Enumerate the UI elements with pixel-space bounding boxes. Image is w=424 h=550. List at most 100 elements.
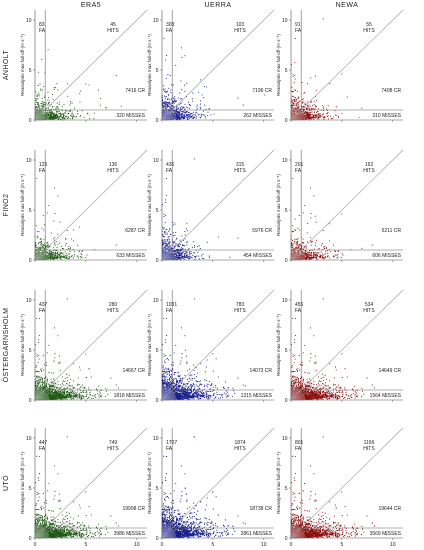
scatter-point bbox=[317, 108, 319, 110]
scatter-point bbox=[47, 107, 49, 109]
scatter-point bbox=[36, 101, 38, 103]
scatter-point bbox=[60, 114, 62, 116]
scatter-point bbox=[198, 91, 200, 93]
scatter-points bbox=[161, 158, 239, 261]
y-axis-label: Reanalysis max fall-off (m s⁻¹) bbox=[20, 174, 25, 236]
scatter-point bbox=[194, 256, 196, 258]
scatter-point bbox=[184, 253, 186, 256]
scatter-point bbox=[45, 115, 47, 117]
scatter-point bbox=[48, 256, 50, 258]
scatter-point bbox=[295, 99, 297, 101]
scatter-point bbox=[41, 255, 43, 257]
scatter-point bbox=[57, 116, 59, 119]
scatter-point bbox=[162, 226, 164, 228]
cr-count: 7416 CR bbox=[125, 88, 145, 94]
scatter-point bbox=[35, 114, 37, 116]
scatter-point bbox=[71, 111, 73, 113]
scatter-point bbox=[162, 233, 164, 235]
y-tick-label: 0 bbox=[156, 118, 159, 124]
scatter-point bbox=[63, 256, 65, 258]
scatter-point bbox=[314, 75, 316, 77]
scatter-point bbox=[167, 74, 169, 76]
y-tick-label: 10 bbox=[153, 18, 159, 24]
cr-count: 5976 CR bbox=[252, 228, 272, 234]
scatter-point bbox=[184, 238, 186, 240]
scatter-point bbox=[57, 111, 59, 113]
scatter-point bbox=[46, 245, 48, 247]
scatter-point bbox=[79, 93, 81, 95]
scatter-point bbox=[39, 252, 41, 255]
scatter-point bbox=[165, 248, 167, 250]
scatter-point bbox=[65, 110, 67, 112]
scatter-point bbox=[186, 222, 188, 224]
y-tick-label: 10 bbox=[26, 158, 32, 164]
y-tick-label: 0 bbox=[156, 258, 159, 264]
scatter-point bbox=[57, 89, 59, 91]
scatter-point bbox=[164, 96, 167, 98]
scatter-point bbox=[173, 101, 175, 104]
scatter-point bbox=[46, 250, 48, 253]
scatter-point bbox=[70, 113, 72, 115]
scatter-point bbox=[65, 243, 67, 245]
scatter-point bbox=[309, 110, 311, 112]
scatter-point bbox=[188, 251, 190, 253]
scatter-point bbox=[163, 241, 165, 244]
scatter-point bbox=[291, 95, 294, 97]
scatter-point bbox=[79, 114, 82, 117]
scatter-point bbox=[165, 242, 167, 244]
scatter-point bbox=[168, 242, 170, 244]
scatter-point bbox=[53, 89, 55, 91]
scatter-point bbox=[40, 117, 42, 119]
scatter-point bbox=[72, 118, 74, 120]
scatter-point bbox=[51, 112, 53, 114]
scatter-point bbox=[294, 238, 296, 240]
scatter-point bbox=[167, 106, 169, 108]
scatter-point bbox=[186, 241, 188, 243]
scatter-point bbox=[205, 108, 207, 110]
scatter-point bbox=[55, 250, 57, 252]
scatter-point bbox=[42, 110, 44, 112]
scatter-point bbox=[297, 110, 299, 112]
scatter-point bbox=[45, 254, 47, 256]
scatter-point bbox=[46, 118, 49, 120]
scatter-point bbox=[162, 253, 164, 255]
scatter-point bbox=[315, 99, 318, 101]
scatter-point bbox=[63, 254, 65, 256]
scatter-point bbox=[168, 110, 170, 112]
scatter-point bbox=[38, 231, 40, 233]
scatter-point bbox=[84, 256, 86, 258]
scatter-point bbox=[180, 253, 182, 255]
scatter-point bbox=[162, 228, 164, 230]
scatter-point bbox=[54, 115, 56, 117]
scatter-point bbox=[307, 104, 309, 106]
scatter-point bbox=[163, 95, 165, 97]
scatter-point bbox=[45, 102, 47, 104]
diagonal-line bbox=[161, 9, 275, 121]
scatter-point bbox=[327, 116, 329, 118]
scatter-point bbox=[329, 115, 331, 117]
scatter-point bbox=[332, 118, 334, 120]
scatter-point bbox=[337, 116, 339, 119]
scatter-point bbox=[167, 117, 169, 119]
scatter-point bbox=[41, 108, 43, 110]
scatter-point bbox=[164, 253, 166, 255]
scatter-point bbox=[81, 250, 83, 252]
cr-count: 6287 CR bbox=[125, 228, 145, 234]
scatter-point bbox=[188, 103, 190, 105]
scatter-point bbox=[315, 90, 317, 92]
scatter-point bbox=[166, 98, 169, 100]
scatter-point bbox=[42, 253, 44, 255]
scatter-point bbox=[163, 213, 165, 215]
row-label: FINO2 bbox=[3, 194, 10, 217]
scatter-point bbox=[172, 114, 174, 116]
scatter-point bbox=[306, 101, 308, 103]
scatter-point bbox=[170, 115, 172, 117]
scatter-point bbox=[297, 103, 299, 105]
scatter-point bbox=[49, 251, 51, 253]
scatter-point bbox=[60, 116, 62, 118]
scatter-point bbox=[206, 241, 208, 243]
scatter-point bbox=[293, 112, 295, 114]
scatter-point bbox=[88, 118, 90, 120]
scatter-point bbox=[174, 255, 176, 258]
scatter-point bbox=[37, 102, 39, 104]
